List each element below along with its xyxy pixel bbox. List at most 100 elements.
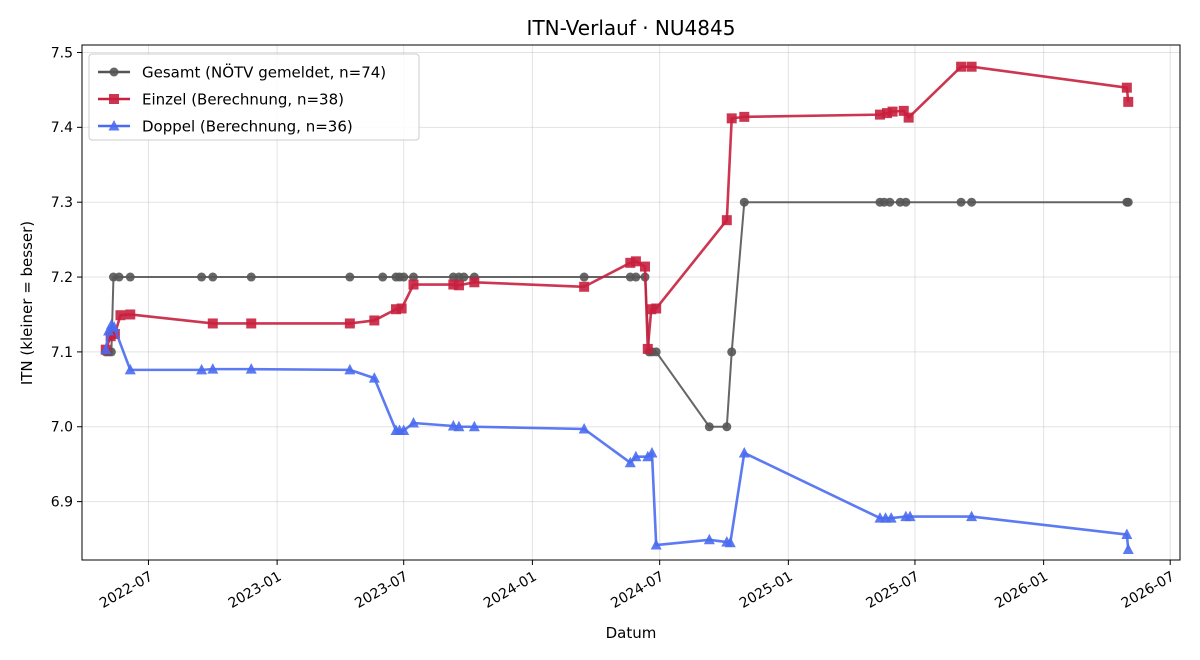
x-tick-label: 2025-07	[864, 569, 923, 612]
series-2	[100, 318, 1134, 555]
legend-marker	[109, 94, 119, 104]
data-point	[898, 105, 909, 116]
data-point	[722, 422, 732, 432]
data-point	[246, 272, 256, 282]
data-point	[207, 363, 219, 374]
y-tick-label: 6.9	[51, 495, 73, 511]
series-line	[104, 323, 1130, 550]
data-point	[704, 422, 714, 432]
data-point	[727, 347, 737, 357]
data-point	[624, 456, 636, 468]
data-point	[100, 343, 112, 355]
legend-label: Gesamt (NÖTV gemeldet, n=74)	[142, 62, 386, 81]
data-point	[125, 309, 136, 320]
series-0	[101, 197, 1133, 432]
data-point	[903, 112, 914, 123]
data-point	[1121, 82, 1132, 93]
data-point	[115, 310, 126, 321]
data-point	[739, 111, 750, 122]
data-point	[956, 61, 967, 72]
data-point	[881, 108, 892, 119]
legend-box	[88, 53, 420, 141]
data-point	[956, 197, 966, 207]
data-point	[874, 109, 885, 120]
data-point	[738, 446, 750, 458]
y-tick-label: 7.3	[51, 195, 73, 211]
data-point	[578, 423, 590, 434]
x-tick-label: 2023-01	[226, 569, 285, 612]
data-point	[459, 272, 469, 282]
data-point	[207, 318, 218, 329]
legend-label: Doppel (Berechnung, n=36)	[142, 117, 353, 135]
data-point	[114, 272, 124, 282]
data-point	[453, 420, 465, 432]
data-point	[344, 318, 355, 329]
data-point	[1123, 96, 1134, 107]
data-point	[650, 539, 662, 550]
data-point	[368, 372, 380, 383]
data-point	[399, 272, 409, 282]
data-point	[196, 363, 208, 375]
data-point	[639, 261, 650, 272]
data-point	[208, 272, 218, 282]
data-point	[1122, 543, 1134, 555]
y-tick-label: 7.5	[51, 45, 73, 61]
data-point	[103, 324, 115, 336]
data-point	[407, 417, 419, 428]
data-point	[631, 272, 641, 282]
y-tick-label: 7.2	[51, 270, 73, 286]
data-point	[625, 257, 636, 268]
data-point	[448, 279, 459, 290]
data-point	[726, 113, 737, 124]
data-point	[739, 197, 749, 207]
data-point	[408, 272, 418, 282]
y-tick-label: 7.4	[51, 120, 73, 136]
data-point	[124, 363, 136, 375]
data-point	[966, 61, 977, 72]
legend-marker	[109, 67, 119, 77]
x-tick-label: 2022-07	[97, 569, 156, 612]
data-point	[245, 363, 257, 374]
data-point	[579, 272, 589, 282]
series-1	[100, 61, 1134, 355]
data-point	[391, 304, 402, 315]
data-point	[642, 343, 653, 354]
data-point	[703, 533, 715, 545]
data-point	[885, 197, 895, 207]
legend-entries: Gesamt (NÖTV gemeldet, n=74) Einzel (Bere…	[98, 62, 386, 135]
x-tick-label: 2024-01	[481, 569, 540, 612]
data-point	[630, 450, 642, 462]
data-point	[197, 272, 207, 282]
series-layer	[100, 61, 1134, 555]
legend-marker	[108, 120, 120, 131]
data-point	[108, 321, 120, 332]
legend: Gesamt (NÖTV gemeldet, n=74) Einzel (Bere…	[88, 53, 420, 141]
data-point	[651, 347, 661, 357]
data-point	[646, 446, 658, 458]
data-point	[579, 281, 590, 292]
series-line	[105, 201, 1129, 428]
data-point	[408, 279, 419, 290]
legend-label: Einzel (Berechnung, n=38)	[142, 90, 344, 108]
data-point	[246, 318, 257, 329]
data-point	[887, 106, 898, 117]
data-point	[469, 277, 480, 288]
data-point	[1121, 528, 1133, 540]
x-tick-label: 2026-07	[1119, 569, 1178, 612]
plot-frame	[81, 44, 1181, 561]
data-point	[396, 303, 407, 314]
data-point	[398, 424, 410, 436]
data-point	[468, 420, 480, 432]
chart-title: ITN-Verlauf · NU4845	[527, 16, 736, 40]
x-tick-label: 2025-01	[737, 569, 796, 612]
data-point	[630, 256, 641, 267]
data-point	[453, 280, 464, 291]
data-point	[344, 363, 356, 375]
x-tick-label: 2023-07	[352, 569, 411, 612]
data-point	[901, 197, 911, 207]
y-tick-label: 7.1	[51, 345, 73, 361]
data-point	[885, 512, 897, 523]
data-point	[724, 536, 736, 548]
